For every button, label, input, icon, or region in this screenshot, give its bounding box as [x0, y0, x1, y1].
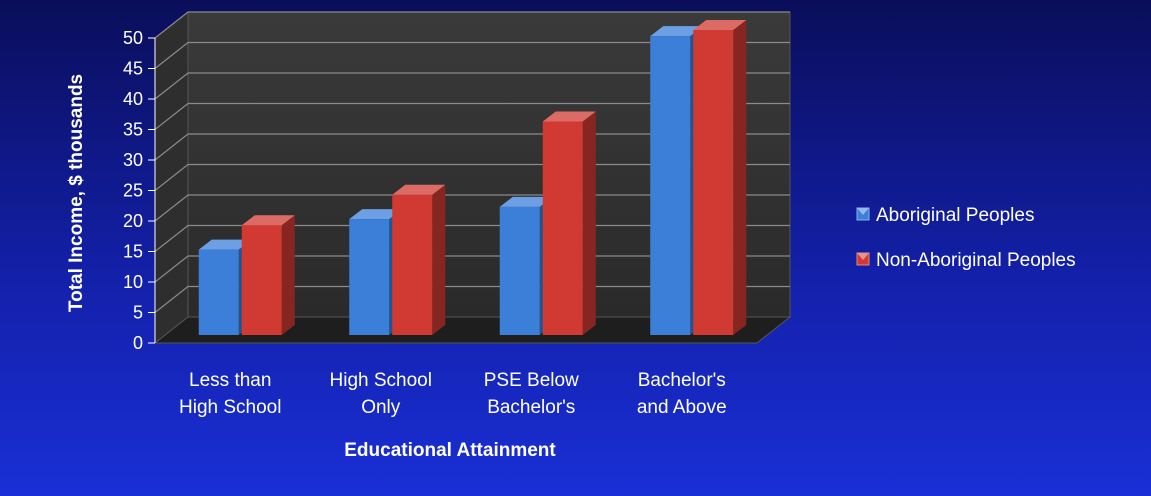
category-label-line: Bachelor's	[638, 370, 726, 391]
category-label: Bachelor's and Above	[637, 370, 727, 418]
legend-label: Aboriginal Peoples	[876, 205, 1034, 226]
y-tick-label: 15	[123, 242, 143, 262]
bar-top	[542, 111, 596, 122]
y-tick-label: 50	[123, 28, 143, 48]
bar-top	[392, 184, 446, 195]
legend-swatch-shine	[857, 253, 869, 260]
legend-item: Non-Aboriginal Peoples	[856, 250, 1076, 271]
bar-top	[499, 196, 553, 207]
category-label-line: High School	[330, 370, 432, 391]
y-tick-label: 30	[123, 150, 143, 170]
y-tick-label: 10	[123, 272, 143, 292]
y-axis-title: Total Income, $ thousands	[66, 74, 87, 312]
bar-side	[582, 111, 596, 335]
bar	[392, 184, 446, 335]
y-tick-labels: 0 5 10 15 20 25 30 35 40 45 50	[123, 28, 156, 353]
category-label: High School Only	[330, 370, 432, 418]
category-label-line: High School	[179, 397, 281, 418]
bar-front	[542, 121, 583, 335]
legend: Aboriginal Peoples Non-Aboriginal Peoples	[856, 205, 1076, 271]
y-tick-label: 5	[133, 303, 143, 323]
category-label: Less than High School	[179, 370, 281, 418]
bar-front	[650, 36, 691, 335]
y-tick-label: 25	[123, 181, 143, 201]
category-label-line: and Above	[637, 397, 727, 418]
y-tick-label: 40	[123, 89, 143, 109]
category-label-line: Bachelor's	[487, 397, 575, 418]
bar-side	[432, 184, 446, 335]
y-tick-label: 35	[123, 120, 143, 140]
bars	[198, 20, 747, 335]
bar-top	[650, 26, 704, 37]
bar	[542, 111, 596, 335]
legend-label: Non-Aboriginal Peoples	[876, 250, 1076, 271]
bar-side	[733, 20, 747, 335]
category-label-line: Less than	[189, 370, 271, 391]
category-label-line: PSE Below	[484, 370, 579, 391]
bar-top	[349, 209, 403, 220]
x-axis-title: Educational Attainment	[344, 440, 556, 461]
legend-item: Aboriginal Peoples	[856, 205, 1034, 226]
gridline	[154, 11, 790, 39]
bar	[241, 215, 295, 335]
bar-top	[198, 239, 252, 250]
y-tick-label: 20	[123, 211, 143, 231]
bar-front	[198, 249, 239, 335]
floor	[153, 316, 792, 344]
bar-front	[241, 225, 282, 335]
legend-swatch-shine	[857, 208, 869, 215]
bar-front	[392, 194, 433, 335]
y-tick-label: 0	[133, 333, 143, 353]
bar-front	[693, 30, 734, 335]
category-label: PSE Below Bachelor's	[484, 370, 579, 418]
gridline	[154, 102, 790, 130]
category-label-line: Only	[361, 397, 401, 418]
gridline	[154, 41, 790, 69]
bar-front	[499, 206, 540, 335]
bar-front	[349, 219, 390, 335]
category-labels: Less than High School High School Only PSE B…	[179, 370, 727, 418]
bar-side	[281, 215, 295, 335]
gridline	[154, 72, 790, 100]
bar-top	[241, 215, 295, 226]
y-tick-label: 45	[123, 59, 143, 79]
bar-top	[693, 20, 747, 30]
bar	[693, 20, 747, 335]
